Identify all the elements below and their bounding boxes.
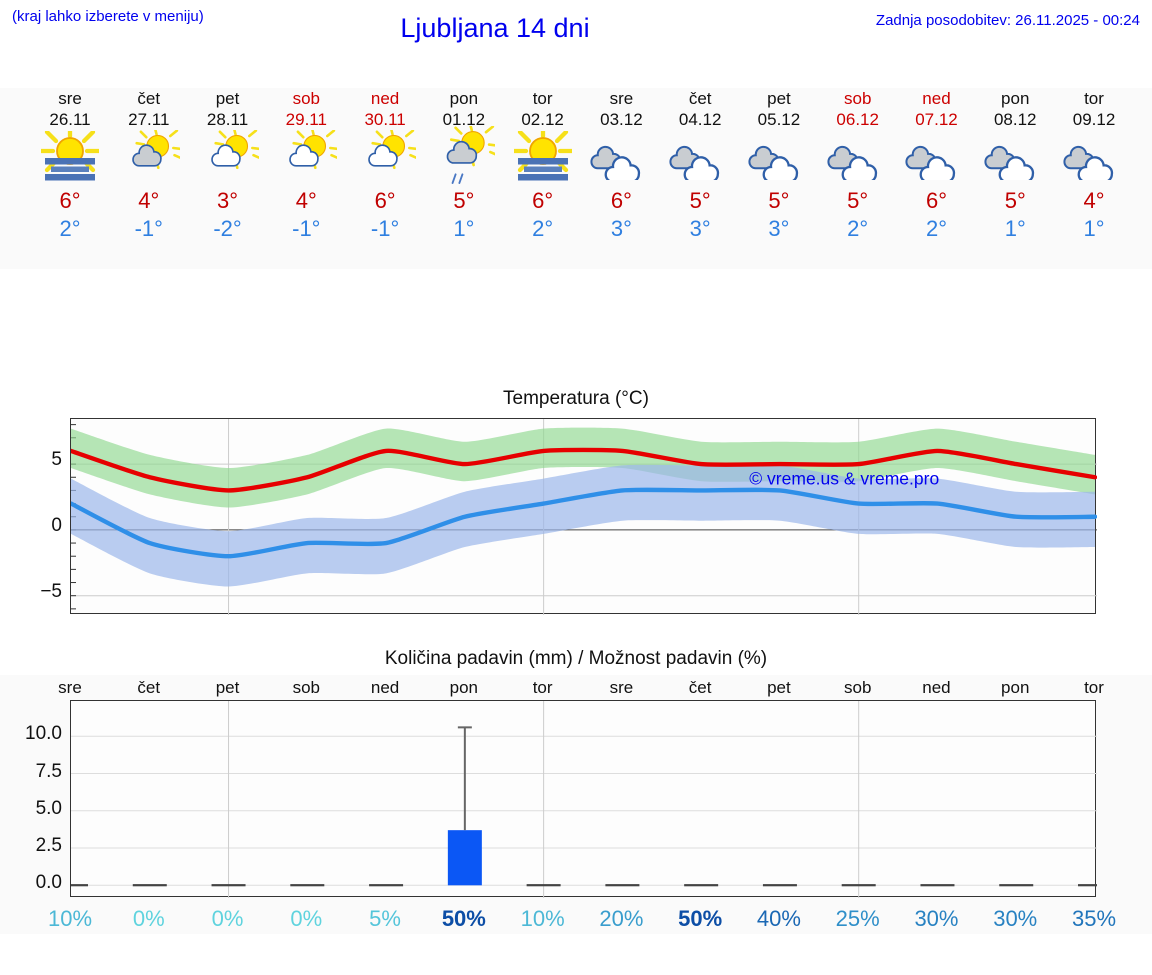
svg-text:© vreme.us & vreme.pro: © vreme.us & vreme.pro (749, 469, 939, 489)
